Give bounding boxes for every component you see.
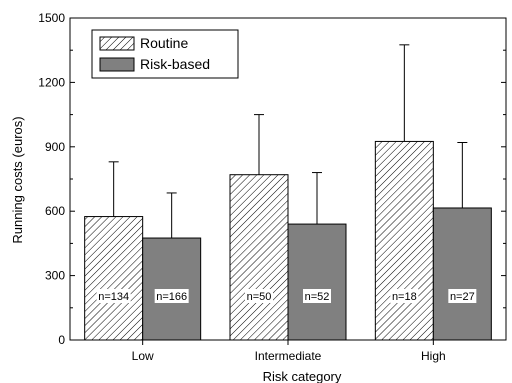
y-tick-label: 600 (45, 204, 65, 218)
sample-size-label-bg (154, 289, 189, 303)
sample-size-label-bg (390, 289, 419, 303)
legend-swatch-risk-based (99, 57, 135, 72)
sample-size-label: n=27 (450, 291, 475, 303)
y-axis-title: Running costs (euros) (10, 116, 25, 243)
sample-size-label-bg (245, 289, 273, 303)
bar-routine-high (374, 140, 434, 341)
bar-routine-low (84, 216, 144, 341)
sample-size-label: n=134 (98, 291, 129, 303)
sample-size-label: n=18 (392, 291, 417, 303)
sample-size-label-bg (448, 289, 477, 303)
legend-label-routine: Routine (140, 35, 188, 51)
legend-label-risk-based: Risk-based (140, 56, 210, 72)
y-tick-label: 900 (45, 140, 65, 154)
y-tick-label: 300 (45, 269, 65, 283)
x-axis-title: Risk category (263, 369, 342, 383)
x-tick-label: High (421, 349, 446, 363)
sample-size-label-bg (96, 289, 131, 303)
bar-risk-based-intermediate (287, 223, 347, 341)
bar-routine-intermediate (229, 174, 289, 341)
x-tick-label: Low (132, 349, 154, 363)
y-tick-label: 1500 (38, 11, 65, 25)
sample-size-label-bg (303, 289, 331, 303)
bar-risk-based-high (432, 207, 492, 341)
legend-swatch-routine (99, 36, 135, 51)
sample-size-label: n=52 (305, 291, 330, 303)
y-tick-label: 0 (58, 333, 65, 347)
plot-area: n=134 n=166 Low n=50 n=52 Intermediate n=18 n=2… (38, 11, 507, 363)
sample-size-label: n=50 (247, 291, 272, 303)
y-tick-label: 1200 (38, 75, 65, 89)
legend: Routine Risk-based (91, 29, 239, 79)
sample-size-label: n=166 (156, 291, 187, 303)
x-tick-label: Intermediate (255, 349, 322, 363)
